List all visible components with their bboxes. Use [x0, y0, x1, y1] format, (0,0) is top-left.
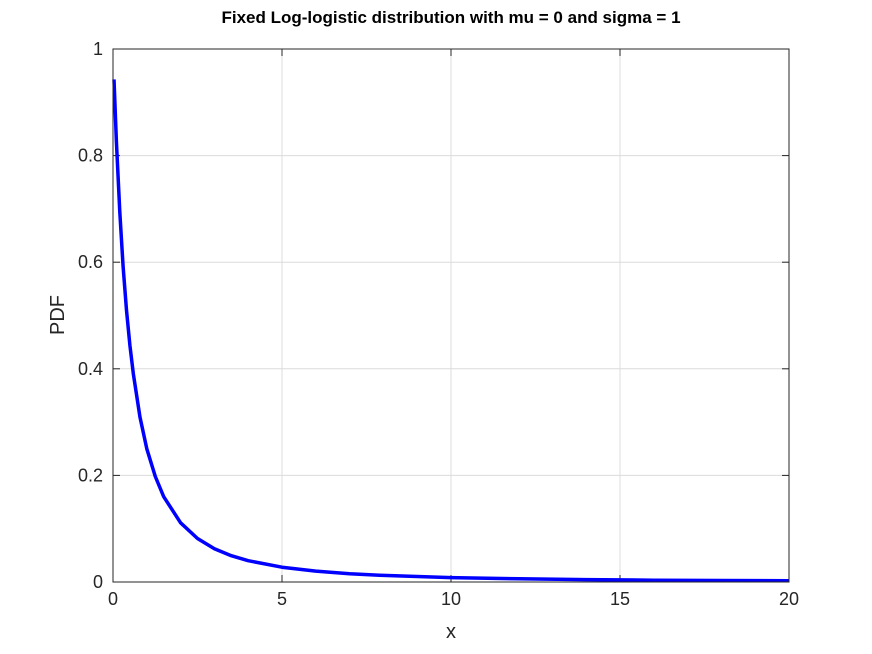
- x-tick-label: 10: [441, 589, 461, 609]
- y-tick-label: 0: [93, 572, 103, 592]
- plot-box: [112, 48, 790, 583]
- chart-title: Fixed Log-logistic distribution with mu …: [221, 8, 680, 27]
- x-axis-label: x: [446, 621, 456, 643]
- y-tick-label: 0.2: [78, 465, 103, 485]
- y-axis-label: PDF: [47, 295, 69, 335]
- y-tick-label: 0.8: [78, 146, 103, 166]
- x-tick-label: 5: [277, 589, 287, 609]
- x-tick-label: 0: [108, 589, 118, 609]
- x-tick-label: 15: [610, 589, 630, 609]
- y-tick-label: 0.6: [78, 252, 103, 272]
- grid: [112, 48, 790, 583]
- y-tick-label: 0.4: [78, 359, 103, 379]
- series-line-pdf: [112, 79, 790, 583]
- ticks: 0 5 10 15 20 0 0.2 0.4 0.6 0.8 1: [78, 39, 799, 609]
- x-tick-label: 20: [779, 589, 799, 609]
- y-tick-label: 1: [93, 39, 103, 59]
